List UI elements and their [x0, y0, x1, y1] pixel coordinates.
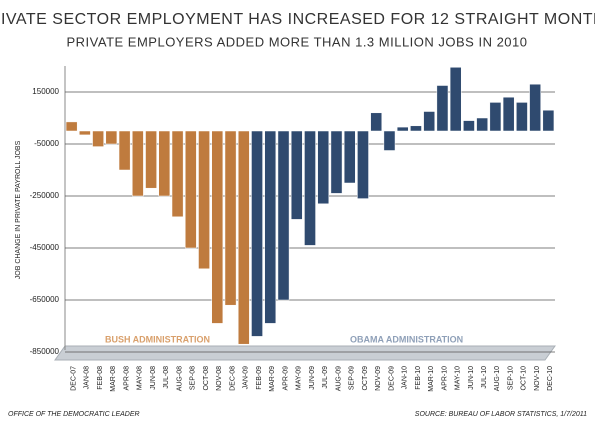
x-tick-label: OCT-09 — [362, 366, 369, 391]
series-annotation: OBAMA ADMINISTRATION — [350, 334, 463, 344]
bar — [184, 130, 197, 249]
bar — [436, 85, 449, 132]
bar — [132, 130, 144, 197]
x-tick-label: AUG-08 — [176, 366, 183, 391]
x-tick-label: FEB-08 — [97, 366, 104, 390]
bar — [277, 130, 290, 301]
x-tick-label: JUL-09 — [322, 366, 329, 389]
x-tick-label: OCT-08 — [203, 366, 210, 391]
x-tick-label: AUG-10 — [494, 366, 501, 391]
bar — [171, 130, 184, 218]
chart-subtitle: PRIVATE EMPLOYERS ADDED MORE THAN 1.3 MI… — [66, 34, 527, 49]
bar — [502, 96, 515, 132]
bar — [264, 130, 277, 324]
x-tick-label: APR-08 — [123, 366, 130, 391]
x-tick-label: JUN-08 — [150, 366, 157, 390]
bar — [542, 109, 555, 132]
x-tick-label: FEB-09 — [256, 366, 263, 390]
x-tick-label: APR-10 — [441, 366, 448, 391]
x-tick-label: DEC-09 — [388, 366, 395, 391]
bar — [211, 130, 224, 324]
bar — [476, 117, 488, 132]
x-tick-label: DEC-10 — [547, 366, 554, 391]
bar — [198, 130, 210, 270]
x-tick-label: JAN-09 — [243, 366, 250, 389]
bar — [158, 130, 171, 197]
bar — [304, 130, 316, 246]
bar — [383, 130, 396, 151]
bar — [65, 121, 78, 132]
x-tick-label: AUG-09 — [335, 366, 342, 391]
floor — [54, 345, 556, 361]
x-tick-label: FEB-10 — [415, 366, 422, 390]
x-tick-label: SEP-09 — [349, 366, 356, 390]
bar — [118, 130, 131, 171]
x-tick-label: MAY-10 — [455, 366, 462, 390]
bar — [410, 125, 422, 132]
x-tick-label: APR-09 — [282, 366, 289, 391]
x-tick-label: NOV-09 — [375, 366, 382, 391]
y-tick-label: -250000 — [30, 191, 60, 200]
y-tick-label: -850000 — [30, 347, 60, 356]
x-tick-label: MAR-09 — [269, 366, 276, 392]
source: SOURCE: BUREAU OF LABOR STATISTICS, 1/7/… — [415, 411, 587, 418]
x-tick-label: JUL-08 — [163, 366, 170, 389]
chart-title: PRIVATE SECTOR EMPLOYMENT HAS INCREASED … — [0, 11, 595, 28]
bar — [105, 130, 118, 145]
x-tick-label: JAN-10 — [402, 366, 409, 389]
bar — [317, 130, 330, 205]
x-tick-label: MAR-08 — [110, 366, 117, 392]
bar — [489, 102, 502, 132]
y-tick-label: -650000 — [30, 295, 60, 304]
x-tick-label: NOV-08 — [216, 366, 223, 391]
bar — [529, 83, 541, 132]
bar — [92, 130, 104, 147]
bar — [463, 120, 475, 132]
bar — [251, 130, 263, 337]
x-tick-label: SEP-10 — [507, 366, 514, 390]
bar — [516, 102, 528, 132]
bar — [330, 130, 343, 194]
bar — [423, 111, 436, 132]
x-tick-label: JAN-08 — [84, 366, 91, 389]
bar — [145, 130, 157, 189]
y-tick-label: 150000 — [32, 87, 59, 96]
x-tick-label: SEP-08 — [190, 366, 197, 390]
x-tick-label: DEC-07 — [70, 366, 77, 391]
y-axis-label: JOB CHANGE IN PRIVATE PAYROLL JOBS — [15, 140, 22, 279]
credit: OFFICE OF THE DEMOCRATIC LEADER — [8, 411, 140, 418]
y-tick-label: -450000 — [30, 243, 60, 252]
bar — [224, 130, 237, 306]
bar — [237, 130, 250, 345]
x-tick-label: MAY-09 — [296, 366, 303, 390]
bar — [396, 126, 409, 132]
x-tick-label: JUN-09 — [309, 366, 316, 390]
y-tick-label: -50000 — [34, 139, 59, 148]
bar — [343, 130, 356, 184]
bar — [370, 112, 383, 132]
bar — [290, 130, 303, 220]
bar — [79, 130, 91, 136]
bar — [357, 130, 369, 199]
x-tick-label: DEC-08 — [229, 366, 236, 391]
x-tick-label: OCT-10 — [521, 366, 528, 391]
x-tick-label: JUL-10 — [481, 366, 488, 389]
series-annotation: BUSH ADMINISTRATION — [105, 334, 210, 344]
bar — [449, 67, 462, 132]
x-tick-label: JUN-10 — [468, 366, 475, 390]
x-tick-label: NOV-10 — [534, 366, 541, 391]
x-tick-label: MAY-08 — [137, 366, 144, 390]
x-tick-label: MAR-10 — [428, 366, 435, 392]
